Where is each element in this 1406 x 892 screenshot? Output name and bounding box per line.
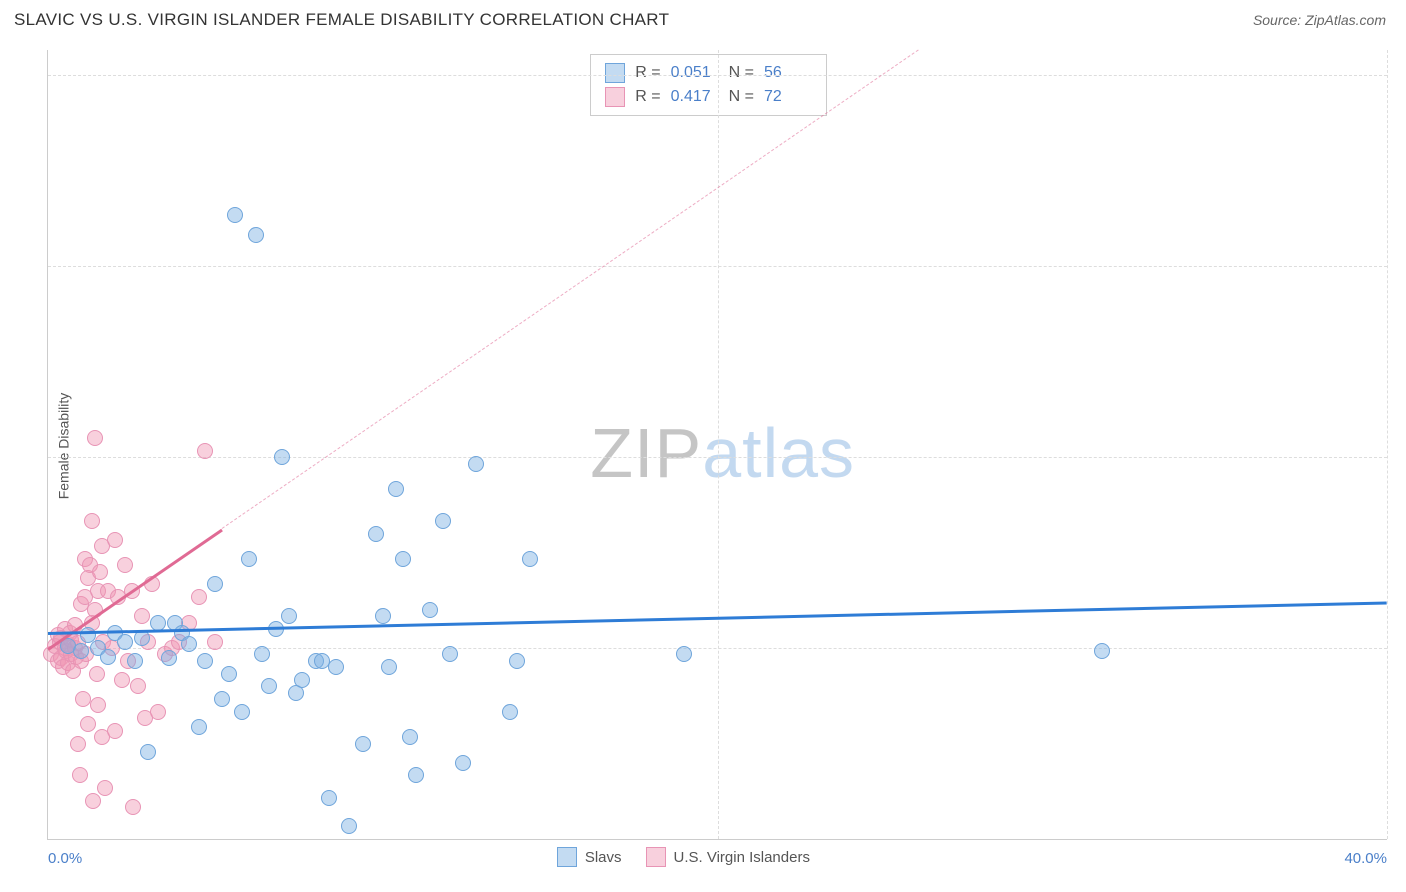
data-point-slavs: [422, 602, 438, 618]
data-point-usvi: [84, 513, 100, 529]
data-point-slavs: [161, 650, 177, 666]
scatter-chart: ZIPatlas R =0.051N =56R =0.417N =72 Slav…: [47, 50, 1387, 840]
data-point-slavs: [321, 790, 337, 806]
data-point-slavs: [502, 704, 518, 720]
data-point-slavs: [274, 449, 290, 465]
x-tick-label: 40.0%: [1344, 850, 1387, 867]
legend-label: U.S. Virgin Islanders: [674, 849, 810, 866]
data-point-slavs: [214, 691, 230, 707]
data-point-slavs: [455, 755, 471, 771]
data-point-usvi: [70, 736, 86, 752]
legend-item: U.S. Virgin Islanders: [646, 847, 810, 867]
data-point-slavs: [241, 551, 257, 567]
data-point-usvi: [75, 691, 91, 707]
data-point-usvi: [85, 793, 101, 809]
x-tick-label: 0.0%: [48, 850, 82, 867]
legend-item: Slavs: [557, 847, 622, 867]
data-point-slavs: [117, 634, 133, 650]
data-point-usvi: [97, 780, 113, 796]
data-point-slavs: [355, 736, 371, 752]
y-tick-label: 45.0%: [1392, 258, 1406, 275]
data-point-slavs: [402, 729, 418, 745]
chart-header: SLAVIC VS U.S. VIRGIN ISLANDER FEMALE DI…: [0, 0, 1406, 38]
data-point-slavs: [375, 608, 391, 624]
data-point-slavs: [522, 551, 538, 567]
data-point-slavs: [341, 818, 357, 834]
data-point-usvi: [92, 564, 108, 580]
data-point-usvi: [134, 608, 150, 624]
stat-r-value: 0.417: [671, 88, 719, 106]
gridline-vertical: [1387, 50, 1388, 839]
data-point-usvi: [191, 589, 207, 605]
data-point-slavs: [150, 615, 166, 631]
data-point-slavs: [261, 678, 277, 694]
stat-r-label: R =: [635, 64, 660, 82]
data-point-slavs: [381, 659, 397, 675]
data-point-slavs: [221, 666, 237, 682]
data-point-slavs: [294, 672, 310, 688]
data-point-usvi: [72, 767, 88, 783]
data-point-slavs: [191, 719, 207, 735]
y-tick-label: 60.0%: [1392, 67, 1406, 84]
data-point-slavs: [328, 659, 344, 675]
stat-r-label: R =: [635, 88, 660, 106]
legend-swatch: [557, 847, 577, 867]
data-point-usvi: [114, 672, 130, 688]
data-point-slavs: [676, 646, 692, 662]
data-point-usvi: [130, 678, 146, 694]
data-point-slavs: [509, 653, 525, 669]
data-point-slavs: [435, 513, 451, 529]
y-tick-label: 30.0%: [1392, 449, 1406, 466]
stat-n-value: 56: [764, 64, 812, 82]
stats-row: R = 0.417 N = 72: [605, 85, 812, 109]
data-point-slavs: [234, 704, 250, 720]
legend-label: Slavs: [585, 849, 622, 866]
y-tick-label: 15.0%: [1392, 640, 1406, 657]
data-point-slavs: [368, 526, 384, 542]
legend-swatch: [646, 847, 666, 867]
data-point-slavs: [408, 767, 424, 783]
chart-source: Source: ZipAtlas.com: [1253, 12, 1386, 28]
stats-legend-box: R = 0.051 N = 56 R = 0.417 N = 72: [590, 54, 827, 116]
data-point-slavs: [197, 653, 213, 669]
data-point-usvi: [150, 704, 166, 720]
data-point-usvi: [117, 557, 133, 573]
data-point-slavs: [181, 636, 197, 652]
data-point-usvi: [197, 443, 213, 459]
stat-n-label: N =: [729, 88, 754, 106]
data-point-slavs: [254, 646, 270, 662]
data-point-slavs: [248, 227, 264, 243]
data-point-slavs: [388, 481, 404, 497]
stat-n-value: 72: [764, 88, 812, 106]
data-point-slavs: [1094, 643, 1110, 659]
data-point-slavs: [73, 643, 89, 659]
data-point-usvi: [107, 723, 123, 739]
data-point-usvi: [80, 716, 96, 732]
data-point-usvi: [87, 430, 103, 446]
stats-row: R = 0.051 N = 56: [605, 61, 812, 85]
data-point-usvi: [125, 799, 141, 815]
data-point-slavs: [207, 576, 223, 592]
data-point-usvi: [207, 634, 223, 650]
data-point-slavs: [140, 744, 156, 760]
stat-r-value: 0.051: [671, 64, 719, 82]
stat-n-label: N =: [729, 64, 754, 82]
legend-swatch: [605, 87, 625, 107]
watermark: ZIPatlas: [590, 413, 855, 493]
legend-swatch: [605, 63, 625, 83]
data-point-slavs: [127, 653, 143, 669]
chart-title: SLAVIC VS U.S. VIRGIN ISLANDER FEMALE DI…: [14, 10, 669, 30]
data-point-slavs: [227, 207, 243, 223]
data-point-usvi: [89, 666, 105, 682]
data-point-slavs: [281, 608, 297, 624]
data-point-usvi: [90, 697, 106, 713]
data-point-usvi: [107, 532, 123, 548]
data-point-slavs: [442, 646, 458, 662]
data-point-slavs: [100, 649, 116, 665]
data-point-slavs: [468, 456, 484, 472]
gridline-vertical: [718, 50, 719, 839]
data-point-slavs: [395, 551, 411, 567]
series-legend: Slavs U.S. Virgin Islanders: [557, 847, 810, 867]
